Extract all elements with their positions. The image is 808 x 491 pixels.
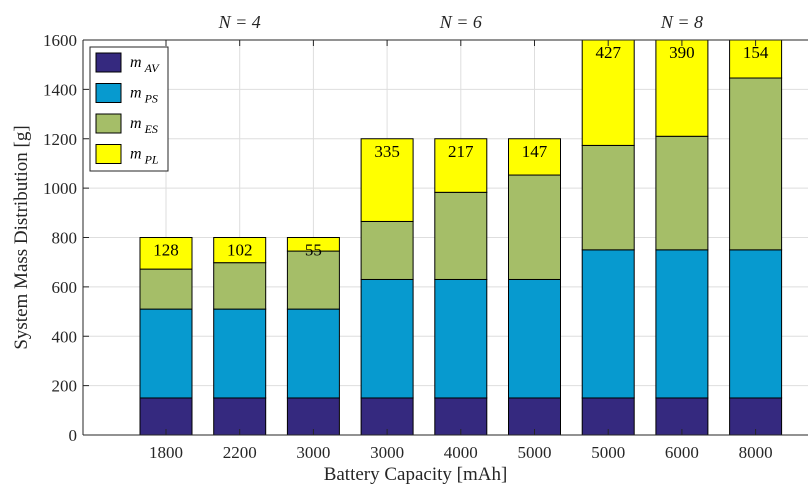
bar-segment-es	[139, 268, 193, 310]
bar-segment-pl	[581, 39, 635, 146]
bar-data-label: 427	[595, 43, 621, 62]
x-tick-label: 3000	[370, 443, 404, 462]
x-tick-label: 5000	[518, 443, 552, 462]
legend-swatch	[95, 144, 122, 164]
y-tick-label: 1200	[43, 130, 77, 149]
x-tick-label: 8000	[739, 443, 773, 462]
legend: m AV m PS m ES m PL	[89, 46, 169, 172]
group-label: N = 4	[218, 12, 261, 32]
bar-data-label: 217	[448, 142, 474, 161]
x-tick-label: 4000	[444, 443, 478, 462]
bar-segment-ps	[360, 278, 414, 399]
bar-segment-pl	[139, 237, 193, 270]
bar-data-label: 154	[743, 43, 769, 62]
bar-segment-pl	[213, 237, 267, 264]
bar-segment-ps	[655, 249, 709, 399]
bar-segment-ps	[139, 308, 193, 399]
bar-segment-av	[655, 397, 709, 436]
y-tick-label: 0	[69, 426, 78, 445]
legend-entry: m PS	[130, 85, 158, 106]
legend-entry: m PL	[130, 146, 159, 167]
legend-swatch	[95, 83, 122, 103]
y-tick-label: 600	[52, 278, 78, 297]
bar-segment-pl	[655, 39, 709, 137]
bar-segment-pl	[508, 138, 561, 176]
legend-swatch	[95, 52, 122, 73]
bar-segment-es	[508, 174, 561, 280]
legend-entry: m AV	[130, 54, 160, 75]
bar-data-label: 128	[153, 241, 179, 260]
x-tick-label: 2200	[223, 443, 257, 462]
x-tick-label: 1800	[149, 443, 183, 462]
bar-segment-ps	[434, 278, 488, 399]
bar-segment-av	[508, 397, 561, 436]
bar-segment-pl	[360, 138, 414, 222]
bar-data-label: 147	[522, 142, 548, 161]
group-label: N = 6	[439, 12, 482, 32]
bar-segment-es	[655, 135, 709, 251]
bar-segment-av	[434, 397, 488, 436]
bar-segment-es	[434, 191, 488, 280]
bar-segment-av	[286, 397, 340, 436]
group-label: N = 8	[660, 12, 703, 32]
legend-entry: m ES	[130, 115, 158, 136]
bar-data-label: 335	[374, 142, 400, 161]
bar-segment-ps	[286, 308, 340, 399]
bar-data-label: 390	[669, 43, 695, 62]
bar-segment-ps	[581, 249, 635, 399]
x-axis-title: Battery Capacity [mAh]	[324, 464, 508, 485]
bar-segment-av	[729, 397, 783, 436]
bar-segment-es	[286, 250, 340, 310]
y-tick-label: 1000	[43, 179, 77, 198]
bar-segment-ps	[508, 278, 561, 399]
x-tick-label: 5000	[591, 443, 625, 462]
y-tick-label: 1400	[43, 80, 77, 99]
bar-segment-ps	[213, 308, 267, 399]
bar-data-label: 55	[305, 241, 322, 260]
bar-segment-es	[360, 220, 414, 280]
x-tick-label: 6000	[665, 443, 699, 462]
bar-segment-ps	[729, 249, 783, 399]
bar-segment-es	[213, 262, 267, 310]
legend-swatch	[95, 113, 122, 134]
bar-segment-es	[729, 77, 783, 251]
y-tick-label: 200	[52, 377, 78, 396]
bar-data-label: 102	[227, 241, 253, 260]
x-tick-label: 3000	[296, 443, 330, 462]
y-axis-title: System Mass Distribution [g]	[11, 125, 32, 349]
y-tick-label: 800	[52, 229, 78, 248]
bar-segment-pl	[286, 237, 340, 252]
y-tick-label: 1600	[43, 31, 77, 50]
bar-segment-pl	[434, 138, 488, 193]
bar-segment-es	[581, 144, 635, 251]
bar-segment-av	[581, 397, 635, 436]
y-tick-label: 400	[52, 327, 78, 346]
